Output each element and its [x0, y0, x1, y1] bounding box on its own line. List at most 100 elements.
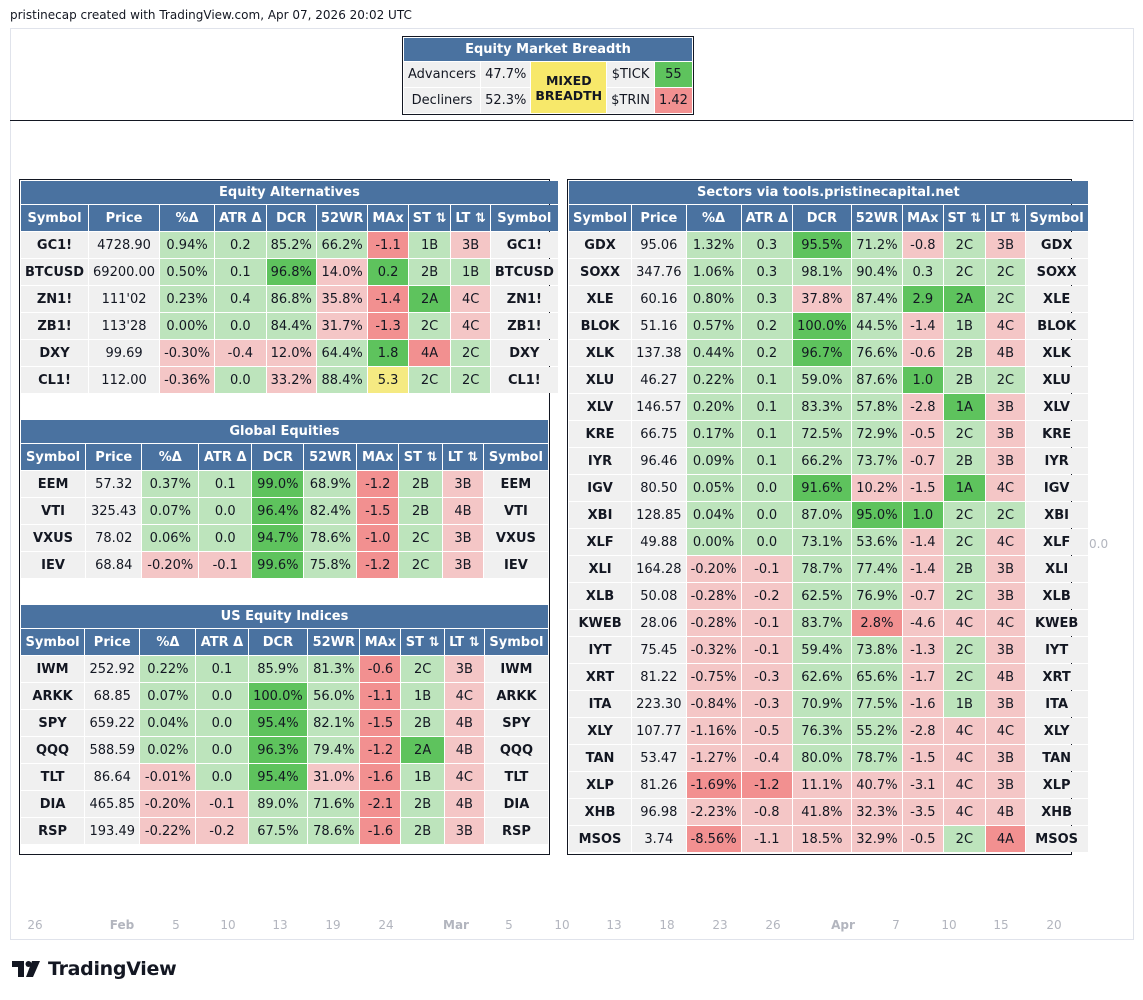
value-cell: 99.69: [89, 340, 160, 366]
symbol-cell: CL1!: [21, 367, 89, 393]
value-cell: -0.1: [741, 556, 793, 582]
value-cell: 0.1: [196, 656, 248, 682]
value-cell: 1B: [408, 232, 451, 258]
value-cell: 4C: [986, 718, 1025, 744]
table-row: XRT 81.22 -0.75% -0.3 62.6% 65.6% -1.7 2C 4B XRT: [569, 664, 1088, 690]
value-cell: 40.7%: [851, 772, 903, 798]
column-header: 52WR: [308, 629, 360, 655]
table-title: Sectors via tools.pristinecapital.net: [569, 181, 1088, 204]
value-cell: 2C: [943, 502, 986, 528]
value-cell: 85.2%: [266, 232, 316, 258]
value-cell: 76.6%: [851, 340, 903, 366]
value-cell: 3B: [986, 394, 1025, 420]
value-cell: -1.4: [903, 556, 943, 582]
value-cell: 4B: [443, 498, 483, 524]
value-cell: -0.20%: [686, 556, 741, 582]
value-cell: 1.06%: [686, 259, 741, 285]
value-cell: 3.74: [632, 826, 686, 852]
value-cell: -0.84%: [686, 691, 741, 717]
value-cell: 4B: [986, 664, 1025, 690]
symbol-cell: QQQ: [21, 737, 85, 763]
value-cell: 0.1: [741, 421, 793, 447]
value-cell: -0.20%: [142, 552, 199, 578]
value-cell: 4C: [444, 764, 484, 790]
value-cell: 66.2%: [793, 448, 851, 474]
symbol-cell: RSP: [21, 818, 85, 844]
value-cell: 76.3%: [793, 718, 851, 744]
value-cell: 44.5%: [851, 313, 903, 339]
value-cell: 113'28: [89, 313, 160, 339]
table-row: BTCUSD 69200.00 0.50% 0.1 96.8% 14.0% 0.2 2B 1B B…: [21, 259, 558, 285]
symbol-cell: IWM: [484, 656, 548, 682]
value-cell: -2.1: [360, 791, 401, 817]
column-header: LT ⇅: [451, 205, 490, 231]
symbol-cell: SPY: [21, 710, 85, 736]
value-cell: 1B: [943, 313, 986, 339]
value-cell: 87.4%: [851, 286, 903, 312]
chart-frame[interactable]: [10, 28, 1134, 940]
pane-separator[interactable]: [10, 120, 1133, 121]
value-cell: 0.50%: [160, 259, 215, 285]
time-axis-label: 7: [892, 918, 900, 932]
value-cell: 4C: [451, 313, 490, 339]
decliners-value: 52.3%: [481, 88, 531, 113]
value-cell: 10.2%: [851, 475, 903, 501]
value-cell: 2C: [943, 826, 986, 852]
column-header: %Δ: [160, 205, 215, 231]
value-cell: 81.3%: [308, 656, 360, 682]
tradingview-logo-icon: [12, 961, 40, 977]
symbol-cell: SPY: [484, 710, 548, 736]
price-scale-value: 0.0: [1089, 537, 1109, 551]
sectors-panel: Sectors via tools.pristinecapital.net Sym…: [567, 179, 1088, 855]
table-row: IGV 80.50 0.05% 0.0 91.6% 10.2% -1.5 1A 4C IGV: [569, 475, 1088, 501]
value-cell: 0.0: [196, 764, 248, 790]
tradingview-logo[interactable]: TradingView: [12, 958, 177, 980]
time-axis-label: Apr: [831, 918, 855, 932]
symbol-cell: BLOK: [569, 313, 632, 339]
value-cell: 1A: [943, 394, 986, 420]
value-cell: 1.0: [903, 502, 943, 528]
value-cell: 95.4%: [248, 710, 308, 736]
value-cell: 3B: [986, 583, 1025, 609]
value-cell: 73.8%: [851, 637, 903, 663]
symbol-cell: XLE: [1025, 286, 1088, 312]
value-cell: -1.2: [360, 737, 401, 763]
table-row: IYT 75.45 -0.32% -0.1 59.4% 73.8% -1.3 2C 3B IYT: [569, 637, 1088, 663]
value-cell: 1A: [943, 475, 986, 501]
symbol-cell: XLV: [569, 394, 632, 420]
value-cell: -0.8: [741, 799, 793, 825]
value-cell: 3B: [986, 745, 1025, 771]
value-cell: 31.7%: [316, 313, 368, 339]
value-cell: -0.1: [199, 552, 252, 578]
value-cell: 84.4%: [266, 313, 316, 339]
symbol-cell: EEM: [483, 471, 548, 497]
table-row: VTI 325.43 0.07% 0.0 96.4% 82.4% -1.5 2B 4B VTI: [21, 498, 548, 524]
value-cell: 66.75: [632, 421, 686, 447]
symbol-cell: XLU: [569, 367, 632, 393]
value-cell: 2.8%: [851, 610, 903, 636]
value-cell: -0.32%: [686, 637, 741, 663]
symbol-cell: GDX: [569, 232, 632, 258]
value-cell: -1.27%: [686, 745, 741, 771]
value-cell: -0.5: [903, 826, 943, 852]
value-cell: -8.56%: [686, 826, 741, 852]
symbol-cell: EEM: [21, 471, 86, 497]
sectors-table: Sectors via tools.pristinecapital.net Sym…: [568, 180, 1089, 853]
value-cell: 193.49: [85, 818, 140, 844]
table-row: XLV 146.57 0.20% 0.1 83.3% 57.8% -2.8 1A 3B XLV: [569, 394, 1088, 420]
tick-label: $TICK: [607, 62, 654, 87]
time-axis[interactable]: 26 Feb 5 10 13 19 24 Mar 5 10 13 18 23 26 Apr 7 10 15 20: [10, 918, 1134, 934]
value-cell: 3B: [986, 556, 1025, 582]
time-axis-label: 20: [1046, 918, 1062, 932]
column-header: Price: [89, 205, 160, 231]
breadth-status-line2: BREADTH: [535, 87, 603, 103]
value-cell: 3B: [986, 691, 1025, 717]
value-cell: -1.1: [741, 826, 793, 852]
value-cell: 0.22%: [140, 656, 196, 682]
symbol-cell: ZN1!: [490, 286, 558, 312]
column-header: ST ⇅: [401, 629, 444, 655]
value-cell: 1B: [401, 683, 444, 709]
table-row: XLE 60.16 0.80% 0.3 37.8% 87.4% 2.9 2A 2C XLE: [569, 286, 1088, 312]
value-cell: 41.8%: [793, 799, 851, 825]
table-header-row: Symbol Price %Δ ATR Δ DCR 52WR MAx ST ⇅ LT ⇅ Symb…: [21, 629, 548, 655]
